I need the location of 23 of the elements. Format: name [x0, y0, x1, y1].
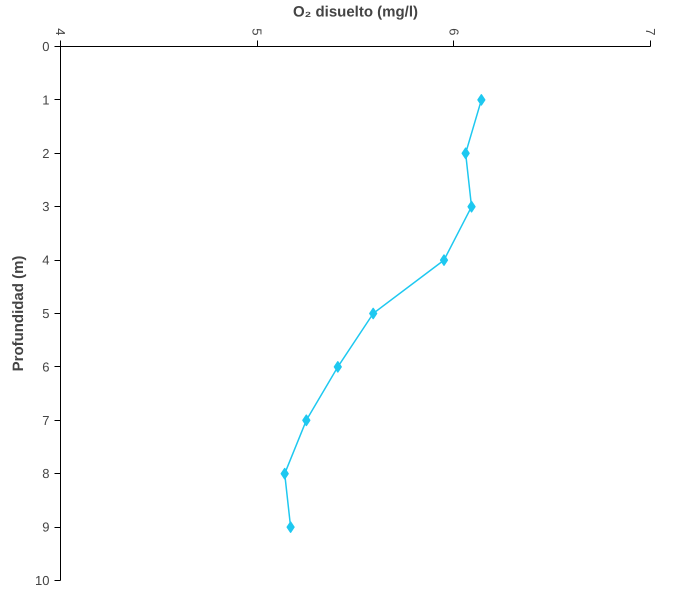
y-tick-label: 7 — [42, 412, 50, 428]
y-tick-label: 9 — [42, 520, 50, 535]
x-tick-label: 5 — [250, 28, 265, 36]
y-tick-label: 0 — [42, 39, 50, 54]
y-tick-label: 8 — [42, 466, 50, 482]
y-tick-label: 3 — [42, 199, 50, 214]
point — [467, 200, 476, 213]
x-tick-label: 6 — [446, 28, 462, 36]
y-tick-label: 1 — [42, 92, 50, 108]
point — [477, 94, 486, 106]
point — [440, 254, 448, 266]
y-tick-label: 10 — [35, 573, 50, 588]
y-tick-label: 4 — [42, 252, 50, 268]
y-tick-label: 2 — [42, 146, 50, 161]
point — [369, 308, 378, 320]
x-tick-label: 4 — [53, 28, 68, 36]
x-axis-title: O₂ disuelto (mg/l) — [293, 3, 418, 20]
point — [286, 521, 295, 534]
y-tick-label: 6 — [42, 359, 50, 374]
point — [461, 147, 470, 160]
x-tick-label: 7 — [643, 28, 658, 36]
y-axis-title: Profundidad (m) — [10, 256, 28, 372]
y-tick-label: 5 — [42, 306, 50, 321]
